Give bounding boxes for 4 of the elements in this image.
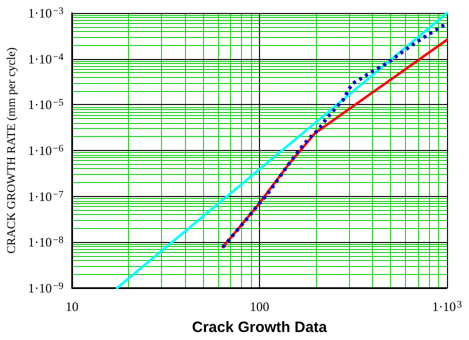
x-tick-label: 100: [250, 299, 270, 314]
x-axis-title: Crack Growth Data: [192, 319, 328, 336]
x-tick-label: 10: [66, 299, 78, 314]
y-axis-title: CRACK GROWTH RATE (mm per cycle): [4, 47, 18, 254]
